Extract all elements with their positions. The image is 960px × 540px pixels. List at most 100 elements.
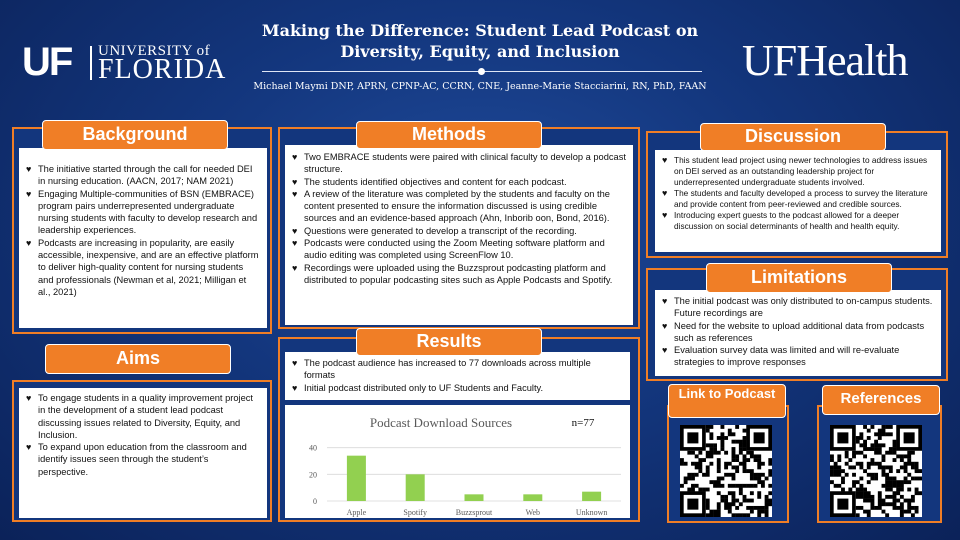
qr-module xyxy=(727,483,732,488)
chart-bar-unknown xyxy=(582,491,602,501)
qr-module xyxy=(874,461,879,466)
qr-module xyxy=(852,454,856,459)
qr-module xyxy=(716,469,721,474)
qr-module xyxy=(837,469,842,474)
qr-finder-pattern xyxy=(687,432,699,444)
qr-module xyxy=(713,509,717,514)
list-item: Need for the website to upload additiona… xyxy=(661,320,935,345)
qr-module xyxy=(731,502,736,507)
qr-module xyxy=(870,498,875,503)
qr-module xyxy=(735,469,740,474)
qr-module xyxy=(866,494,871,499)
qr-module xyxy=(738,483,743,488)
list-item: A review of the literature was completed… xyxy=(291,188,627,225)
qr-module xyxy=(757,454,762,459)
qr-module xyxy=(907,502,912,507)
qr-module xyxy=(888,432,893,437)
qr-module xyxy=(888,487,893,492)
qr-module xyxy=(870,494,875,499)
qr-module xyxy=(738,450,743,455)
qr-module xyxy=(768,483,773,488)
qr-module xyxy=(881,425,886,429)
qr-module xyxy=(705,450,710,455)
qr-module xyxy=(720,476,725,481)
qr-module xyxy=(757,505,762,510)
qr-module xyxy=(691,476,695,481)
qr-module xyxy=(702,487,706,492)
list-item: Initial podcast distributed only to UF S… xyxy=(291,382,624,395)
qr-module xyxy=(735,513,740,518)
qr-module xyxy=(742,458,747,462)
qr-module xyxy=(863,447,867,451)
qr-module xyxy=(764,502,769,507)
references-qr-code[interactable] xyxy=(830,425,923,518)
qr-module xyxy=(907,480,912,485)
qr-module xyxy=(870,458,875,462)
qr-module xyxy=(716,509,721,514)
qr-module xyxy=(855,494,860,499)
methods-heading: Methods xyxy=(356,121,542,149)
qr-module xyxy=(731,439,736,444)
qr-module xyxy=(749,498,754,503)
qr-module xyxy=(691,461,695,466)
qr-module xyxy=(877,498,882,503)
qr-module xyxy=(881,502,886,507)
qr-module xyxy=(888,450,893,455)
qr-module xyxy=(892,502,897,507)
qr-module xyxy=(683,480,688,485)
qr-module xyxy=(716,483,721,488)
chart-x-tick-label: Apple xyxy=(347,508,367,517)
qr-module xyxy=(768,502,773,507)
qr-module xyxy=(888,469,893,474)
qr-module xyxy=(753,454,758,459)
chart-y-tick-label: 0 xyxy=(313,497,317,506)
qr-module xyxy=(735,465,740,470)
download-sources-chart: Podcast Download Sources n=77 0 20 40 Appl… xyxy=(285,405,630,518)
qr-module xyxy=(753,476,758,481)
qr-module xyxy=(760,472,765,477)
qr-module xyxy=(738,447,743,451)
qr-module xyxy=(892,447,897,451)
qr-module xyxy=(716,502,721,507)
qr-module xyxy=(866,509,871,514)
qr-module xyxy=(848,487,853,492)
qr-module xyxy=(731,476,736,481)
qr-module xyxy=(870,443,875,448)
qr-module xyxy=(885,465,890,470)
qr-module xyxy=(896,469,901,474)
qr-module xyxy=(716,491,721,496)
qr-module xyxy=(705,425,710,429)
qr-module xyxy=(724,505,729,510)
qr-module xyxy=(910,513,915,518)
qr-module xyxy=(749,472,754,477)
qr-module xyxy=(705,487,710,492)
qr-module xyxy=(749,509,754,514)
qr-module xyxy=(896,483,901,488)
list-item: Podcasts are increasing in popularity, a… xyxy=(25,237,261,298)
qr-module xyxy=(731,472,736,477)
qr-module xyxy=(731,491,736,496)
qr-module xyxy=(742,428,747,433)
qr-module xyxy=(881,432,886,437)
qr-module xyxy=(705,505,710,510)
chart-x-tick-label: Web xyxy=(526,508,540,517)
qr-module xyxy=(757,461,762,466)
qr-module xyxy=(907,472,912,477)
qr-module xyxy=(844,472,849,477)
qr-module xyxy=(727,505,732,510)
qr-module xyxy=(694,461,699,466)
ufhealth-logo: UFHealth xyxy=(742,36,909,85)
qr-module xyxy=(709,454,714,459)
qr-module xyxy=(877,443,882,448)
qr-module xyxy=(727,509,732,514)
qr-module xyxy=(687,450,692,455)
qr-module xyxy=(746,458,751,462)
qr-module xyxy=(892,458,897,462)
qr-module xyxy=(702,458,706,462)
qr-module xyxy=(709,436,714,440)
podcast-qr-code[interactable] xyxy=(680,425,773,518)
chart-x-tick-label: Spotify xyxy=(403,508,427,517)
qr-module xyxy=(885,487,890,492)
qr-module xyxy=(764,498,769,503)
qr-module xyxy=(903,509,908,514)
